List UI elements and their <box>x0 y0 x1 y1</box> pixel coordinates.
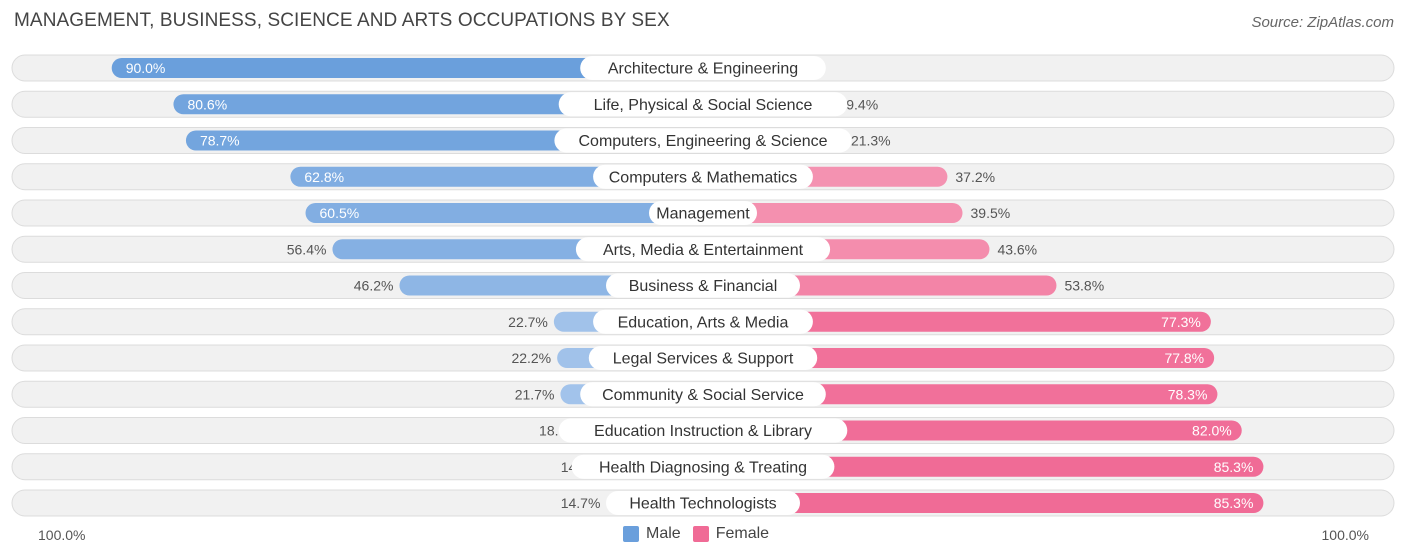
category-label-pill <box>649 201 757 225</box>
female-value-label: 43.6% <box>997 241 1037 257</box>
male-value-label: 46.2% <box>354 278 394 294</box>
category-label: Computers & Mathematics <box>609 169 798 186</box>
male-value-label: 62.8% <box>304 169 344 185</box>
male-bar <box>305 203 703 223</box>
female-swatch <box>692 526 709 542</box>
male-value-label: 78.7% <box>200 133 240 149</box>
category-label: Health Technologists <box>629 496 776 513</box>
female-value-label: 85.3% <box>1214 495 1254 511</box>
left-axis-label: 100.0% <box>38 527 86 543</box>
category-label-pill <box>558 418 848 443</box>
chart-title: MANAGEMENT, BUSINESS, SCIENCE AND ARTS O… <box>14 10 670 31</box>
male-value-label: 22.7% <box>508 314 548 330</box>
category-label: Business & Financial <box>629 278 778 295</box>
legend-male-label: Male <box>646 525 681 542</box>
legend-item-female: Female <box>692 525 770 543</box>
male-value-label: 21.7% <box>515 386 555 402</box>
category-label: Computers, Engineering & Science <box>578 133 827 150</box>
category-label-pill <box>554 128 852 153</box>
male-value-label: 80.6% <box>187 96 227 112</box>
female-bar <box>703 348 1215 368</box>
female-bar <box>703 456 1264 477</box>
male-value-label: 90.0% <box>126 60 166 76</box>
female-value-label: 77.8% <box>1164 350 1204 366</box>
legend-female-label: Female <box>715 525 770 542</box>
category-label: Architecture & Engineering <box>608 61 798 78</box>
male-bar <box>111 58 703 78</box>
source-credit: Source: ZipAtlas.com <box>1251 14 1394 31</box>
female-value-label: 77.3% <box>1161 314 1201 330</box>
category-label-pill <box>593 164 813 189</box>
category-label-pill <box>593 309 813 334</box>
category-label: Community & Social Service <box>602 387 804 404</box>
female-bar <box>703 493 1264 513</box>
female-value-label: 37.2% <box>955 169 995 185</box>
male-value-label: 14.7% <box>561 495 601 511</box>
female-bar <box>703 311 1211 332</box>
category-label: Arts, Media & Entertainment <box>603 242 804 259</box>
category-label-pill <box>580 56 826 80</box>
category-label: Education Instruction & Library <box>594 423 812 440</box>
female-value-label: 53.8% <box>1064 278 1104 294</box>
legend-item-male: Male <box>623 525 681 543</box>
female-value-label: 85.3% <box>1214 459 1254 475</box>
category-label: Life, Physical & Social Science <box>594 97 813 114</box>
chart-legend: Male Female <box>623 525 781 543</box>
male-value-label: 22.2% <box>511 350 551 366</box>
female-value-label: 78.3% <box>1168 386 1208 402</box>
right-axis-label: 100.0% <box>1321 527 1369 543</box>
female-value-label: 82.0% <box>1192 423 1232 439</box>
category-label-pill <box>571 454 835 479</box>
diverging-bar-chart: 90.0%10.0%Architecture & Engineering80.6… <box>11 54 1395 517</box>
category-label: Legal Services & Support <box>613 351 794 368</box>
female-value-label: 39.5% <box>971 205 1011 221</box>
category-label: Management <box>656 206 750 223</box>
category-label-pill <box>588 346 818 370</box>
male-value-label: 60.5% <box>320 205 360 221</box>
male-value-label: 56.4% <box>287 241 327 257</box>
female-bar <box>703 203 963 223</box>
male-swatch <box>623 526 639 542</box>
female-value-label: 21.3% <box>851 133 891 149</box>
female-bar <box>703 384 1218 405</box>
category-label-pill <box>606 491 800 515</box>
category-label: Health Diagnosing & Treating <box>599 459 807 476</box>
female-value-label: 19.4% <box>838 96 878 112</box>
category-label-pill <box>575 237 831 262</box>
category-label-pill <box>580 382 826 407</box>
category-label-pill <box>606 273 800 298</box>
category-label-pill <box>558 92 848 117</box>
category-label: Education, Arts & Media <box>618 314 789 331</box>
